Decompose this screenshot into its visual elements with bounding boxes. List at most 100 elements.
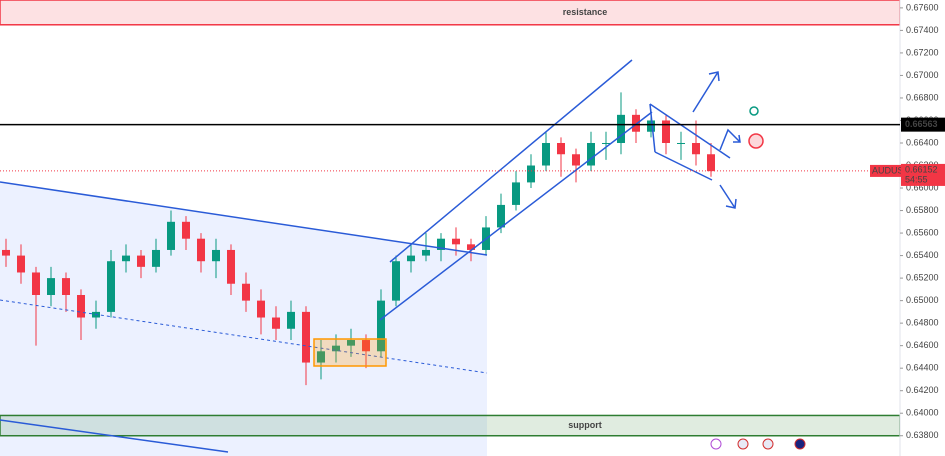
candle-body <box>227 249 235 284</box>
y-tick-label: 0.66400 <box>906 137 939 147</box>
channel-line <box>389 59 633 263</box>
flag-line <box>649 103 731 159</box>
candle-body <box>137 255 145 267</box>
event-icon[interactable] <box>737 438 749 450</box>
candle-body <box>542 142 550 166</box>
price-label: 0.66563 <box>905 119 938 129</box>
candle-body <box>272 317 280 329</box>
arrow <box>692 71 719 113</box>
candle-body <box>452 238 460 245</box>
arrow-head <box>708 71 720 82</box>
candle-body <box>47 278 55 295</box>
candle-body <box>152 249 160 267</box>
event-icon[interactable] <box>710 438 722 450</box>
candle-body <box>422 249 430 256</box>
candle-body <box>602 142 610 144</box>
candle-body <box>707 154 715 172</box>
candle-body <box>662 120 670 143</box>
event-icon[interactable] <box>794 438 806 450</box>
candle-body <box>527 165 535 183</box>
candle-body <box>407 255 415 262</box>
candle-body <box>377 300 385 352</box>
y-tick-label: 0.65200 <box>906 272 939 282</box>
y-tick-label: 0.67400 <box>906 25 939 35</box>
candle-body <box>437 238 445 250</box>
candle-body <box>212 249 220 262</box>
zone <box>0 414 901 437</box>
last-price-label: 0.66152 <box>905 164 938 174</box>
candle-body <box>362 340 370 352</box>
price-axis <box>900 0 945 456</box>
candle-body <box>167 221 175 250</box>
y-tick-label: 0.65000 <box>906 295 939 305</box>
candle-body <box>617 114 625 143</box>
candle-body <box>317 351 325 363</box>
candle-body <box>632 114 640 132</box>
countdown: 54:55 <box>905 174 928 184</box>
candle-body <box>347 340 355 346</box>
candle-body <box>182 221 190 239</box>
zone-label: resistance <box>563 7 608 17</box>
y-tick-label: 0.65800 <box>906 205 939 215</box>
candle-body <box>497 204 505 228</box>
candle-body <box>17 255 25 273</box>
arrow-head <box>725 198 737 209</box>
trend-line <box>0 299 488 374</box>
candle-body <box>32 272 40 295</box>
flag-line <box>649 103 656 153</box>
candle-body <box>107 261 115 312</box>
y-tick-label: 0.64000 <box>906 408 939 418</box>
arrow <box>719 128 741 151</box>
y-tick-label: 0.65600 <box>906 227 939 237</box>
symbol-label-bg <box>870 164 901 177</box>
candle-body <box>77 294 85 318</box>
shaded-area <box>0 182 487 456</box>
last-price-bg <box>901 163 945 186</box>
y-tick-label: 0.64200 <box>906 385 939 395</box>
candle-body <box>287 311 295 329</box>
event-icon[interactable] <box>762 438 774 450</box>
candle-body <box>587 142 595 166</box>
marker <box>749 106 759 116</box>
y-tick-label: 0.65400 <box>906 250 939 260</box>
consolidation-box <box>313 338 387 367</box>
candle-body <box>677 142 685 144</box>
trend-line <box>0 181 488 256</box>
candle-body <box>512 182 520 205</box>
candle-body <box>122 255 130 262</box>
candle-body <box>557 142 565 155</box>
y-tick-label: 0.64600 <box>906 340 939 350</box>
zone <box>0 0 901 26</box>
y-tick-label: 0.63800 <box>906 430 939 440</box>
y-tick-label: 0.64400 <box>906 363 939 373</box>
trend-line <box>0 419 229 453</box>
candle-body <box>197 238 205 262</box>
channel-line <box>379 111 653 321</box>
candle-body <box>257 300 265 318</box>
candle-body <box>332 345 340 352</box>
arrow <box>719 184 736 209</box>
y-tick-label: 0.66000 <box>906 182 939 192</box>
candle-body <box>692 142 700 155</box>
drawings <box>0 59 741 453</box>
candle-body <box>572 154 580 166</box>
marker <box>748 133 764 149</box>
candle-body <box>392 261 400 301</box>
candle-body <box>467 244 475 250</box>
candle-body <box>242 283 250 301</box>
candle-body <box>302 311 310 363</box>
candle-body <box>647 120 655 132</box>
candle-body <box>62 278 70 295</box>
y-tick-label: 0.67000 <box>906 70 939 80</box>
event-icons <box>710 438 806 450</box>
price-label-bg <box>901 117 945 132</box>
y-tick-label: 0.67600 <box>906 2 939 12</box>
y-tick-label: 0.67200 <box>906 47 939 57</box>
flag-line <box>654 151 713 181</box>
symbol-label: AUDUSD <box>872 165 911 175</box>
candle-body <box>2 249 10 256</box>
zone-label: support <box>568 420 602 430</box>
y-tick-label: 0.64800 <box>906 318 939 328</box>
